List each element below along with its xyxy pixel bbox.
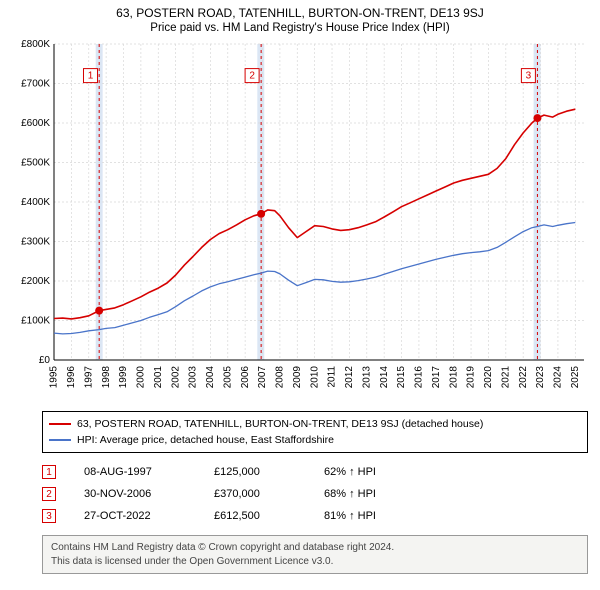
svg-text:1997: 1997: [83, 366, 94, 389]
svg-text:1: 1: [88, 71, 94, 82]
svg-text:£300K: £300K: [21, 237, 50, 248]
svg-text:2009: 2009: [292, 366, 303, 389]
chart-svg: £0 £100K £200K £300K £400K £500K £600K £700K £80…: [12, 40, 592, 405]
svg-text:2016: 2016: [414, 366, 425, 389]
svg-text:2024: 2024: [553, 366, 564, 389]
svg-text:£800K: £800K: [21, 40, 50, 50]
footer-line2: This data is licensed under the Open Gov…: [51, 555, 579, 569]
svg-text:2011: 2011: [327, 366, 338, 388]
legend-swatch-hpi: [49, 439, 71, 441]
sales-marker: 3: [42, 509, 56, 523]
sales-row: 1 08-AUG-1997 £125,000 62% ↑ HPI: [42, 461, 588, 483]
svg-text:2003: 2003: [188, 366, 199, 389]
svg-text:2014: 2014: [379, 366, 390, 389]
svg-text:1999: 1999: [118, 366, 129, 389]
svg-text:2006: 2006: [240, 366, 251, 389]
svg-text:£700K: £700K: [21, 79, 50, 90]
sales-pct: 81% ↑ HPI: [324, 510, 444, 522]
svg-text:1998: 1998: [101, 366, 112, 389]
svg-text:2013: 2013: [361, 366, 372, 389]
sales-date: 08-AUG-1997: [84, 466, 214, 478]
legend-swatch-property: [49, 423, 71, 425]
footer-line1: Contains HM Land Registry data © Crown c…: [51, 541, 579, 555]
chart-title-address: 63, POSTERN ROAD, TATENHILL, BURTON-ON-T…: [0, 6, 600, 20]
svg-text:£600K: £600K: [21, 118, 50, 129]
sales-marker: 1: [42, 465, 56, 479]
sales-row: 3 27-OCT-2022 £612,500 81% ↑ HPI: [42, 505, 588, 527]
svg-text:2020: 2020: [483, 366, 494, 389]
svg-text:£100K: £100K: [21, 316, 50, 327]
sales-table: 1 08-AUG-1997 £125,000 62% ↑ HPI 2 30-NO…: [42, 461, 588, 527]
svg-text:1996: 1996: [66, 366, 77, 389]
svg-text:£400K: £400K: [21, 197, 50, 208]
sales-date: 30-NOV-2006: [84, 488, 214, 500]
legend: 63, POSTERN ROAD, TATENHILL, BURTON-ON-T…: [42, 411, 588, 453]
svg-text:2012: 2012: [344, 366, 355, 389]
attribution-footer: Contains HM Land Registry data © Crown c…: [42, 535, 588, 574]
chart-container: 63, POSTERN ROAD, TATENHILL, BURTON-ON-T…: [0, 0, 600, 590]
svg-text:£200K: £200K: [21, 276, 50, 287]
svg-text:2019: 2019: [466, 366, 477, 389]
svg-text:2007: 2007: [257, 366, 268, 389]
sales-marker: 2: [42, 487, 56, 501]
legend-item-property: 63, POSTERN ROAD, TATENHILL, BURTON-ON-T…: [49, 416, 581, 432]
sales-price: £370,000: [214, 488, 324, 500]
sales-pct: 68% ↑ HPI: [324, 488, 444, 500]
svg-text:2001: 2001: [153, 366, 164, 389]
chart-title-subtitle: Price paid vs. HM Land Registry's House …: [0, 22, 600, 34]
sales-price: £125,000: [214, 466, 324, 478]
svg-text:3: 3: [526, 71, 532, 82]
title-block: 63, POSTERN ROAD, TATENHILL, BURTON-ON-T…: [0, 0, 600, 36]
svg-text:2008: 2008: [275, 366, 286, 389]
svg-text:1995: 1995: [49, 366, 60, 389]
sales-date: 27-OCT-2022: [84, 510, 214, 522]
legend-item-hpi: HPI: Average price, detached house, East…: [49, 432, 581, 448]
svg-text:2: 2: [249, 71, 255, 82]
svg-text:2023: 2023: [535, 366, 546, 389]
svg-text:£0: £0: [39, 355, 51, 366]
svg-text:2015: 2015: [396, 366, 407, 389]
svg-text:2005: 2005: [222, 366, 233, 389]
sales-row: 2 30-NOV-2006 £370,000 68% ↑ HPI: [42, 483, 588, 505]
svg-text:£500K: £500K: [21, 158, 50, 169]
svg-text:2025: 2025: [570, 366, 581, 389]
svg-text:2004: 2004: [205, 366, 216, 389]
svg-text:2002: 2002: [170, 366, 181, 389]
svg-text:2000: 2000: [136, 366, 147, 389]
sales-price: £612,500: [214, 510, 324, 522]
svg-text:2021: 2021: [500, 366, 511, 389]
chart-plot-area: £0 £100K £200K £300K £400K £500K £600K £700K £80…: [12, 40, 592, 405]
legend-label-hpi: HPI: Average price, detached house, East…: [77, 434, 334, 446]
sales-pct: 62% ↑ HPI: [324, 466, 444, 478]
svg-text:2017: 2017: [431, 366, 442, 389]
svg-text:2018: 2018: [448, 366, 459, 389]
legend-label-property: 63, POSTERN ROAD, TATENHILL, BURTON-ON-T…: [77, 418, 483, 430]
svg-text:2022: 2022: [518, 366, 529, 389]
svg-text:2010: 2010: [309, 366, 320, 389]
